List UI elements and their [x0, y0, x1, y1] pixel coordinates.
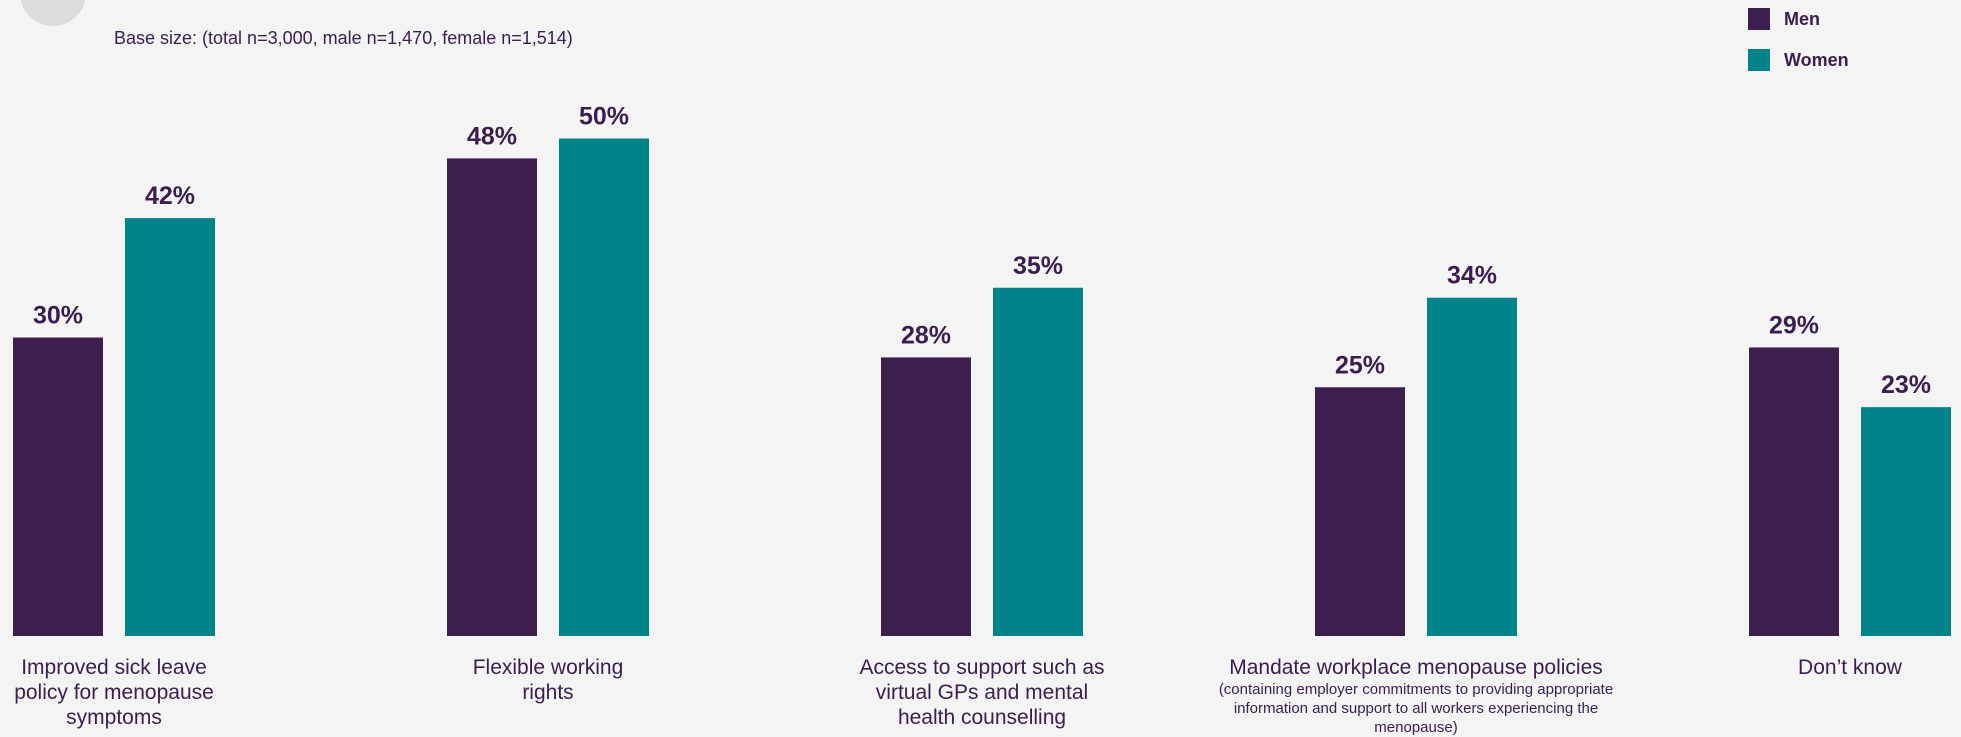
- legend-item-women: Women: [1748, 49, 1849, 71]
- bar-men-4: [1749, 347, 1839, 636]
- bar-women-1: [559, 138, 649, 636]
- data-label-men-3: 25%: [1335, 351, 1385, 379]
- base-size-subtitle: Base size: (total n=3,000, male n=1,470,…: [114, 28, 573, 48]
- category-label-text: Flexible working rights: [472, 656, 624, 704]
- data-label-men-1: 48%: [467, 122, 517, 150]
- data-label-men-4: 29%: [1769, 311, 1819, 339]
- chart-legend: Men Women: [1748, 8, 1849, 90]
- legend-swatch-women: [1748, 49, 1770, 71]
- data-label-women-4: 23%: [1881, 371, 1931, 399]
- bar-men-0: [13, 337, 103, 636]
- category-label-3: Mandate workplace menopause policies (con…: [1206, 655, 1626, 737]
- category-label-text: Improved sick leave policy for menopause…: [14, 656, 214, 729]
- category-label-text: Mandate workplace menopause policies: [1229, 656, 1603, 679]
- data-label-women-2: 35%: [1013, 252, 1063, 280]
- data-label-women-3: 34%: [1447, 262, 1497, 290]
- legend-label-women: Women: [1784, 49, 1849, 70]
- bar-men-2: [881, 357, 971, 636]
- category-label-text: Access to support such as virtual GPs an…: [859, 656, 1105, 729]
- bar-women-3: [1427, 297, 1517, 636]
- category-label-note: (containing employer commitments to prov…: [1218, 681, 1614, 736]
- bar-men-1: [447, 158, 537, 636]
- bar-men-3: [1315, 387, 1405, 636]
- data-label-women-0: 42%: [145, 182, 195, 210]
- legend-label-men: Men: [1784, 8, 1820, 29]
- legend-swatch-men: [1748, 8, 1770, 30]
- category-label-4: Don’t know: [1750, 655, 1950, 680]
- data-label-women-1: 50%: [579, 103, 629, 131]
- bar-women-0: [125, 218, 215, 636]
- category-label-2: Access to support such as virtual GPs an…: [847, 655, 1117, 730]
- data-label-men-0: 30%: [33, 302, 83, 330]
- data-label-men-2: 28%: [901, 321, 951, 349]
- category-label-1: Flexible working rights: [448, 655, 648, 705]
- legend-item-men: Men: [1748, 8, 1849, 30]
- bar-women-2: [993, 287, 1083, 636]
- bar-women-4: [1861, 407, 1951, 636]
- category-label-text: Don’t know: [1798, 656, 1902, 679]
- category-label-0: Improved sick leave policy for menopause…: [0, 655, 229, 730]
